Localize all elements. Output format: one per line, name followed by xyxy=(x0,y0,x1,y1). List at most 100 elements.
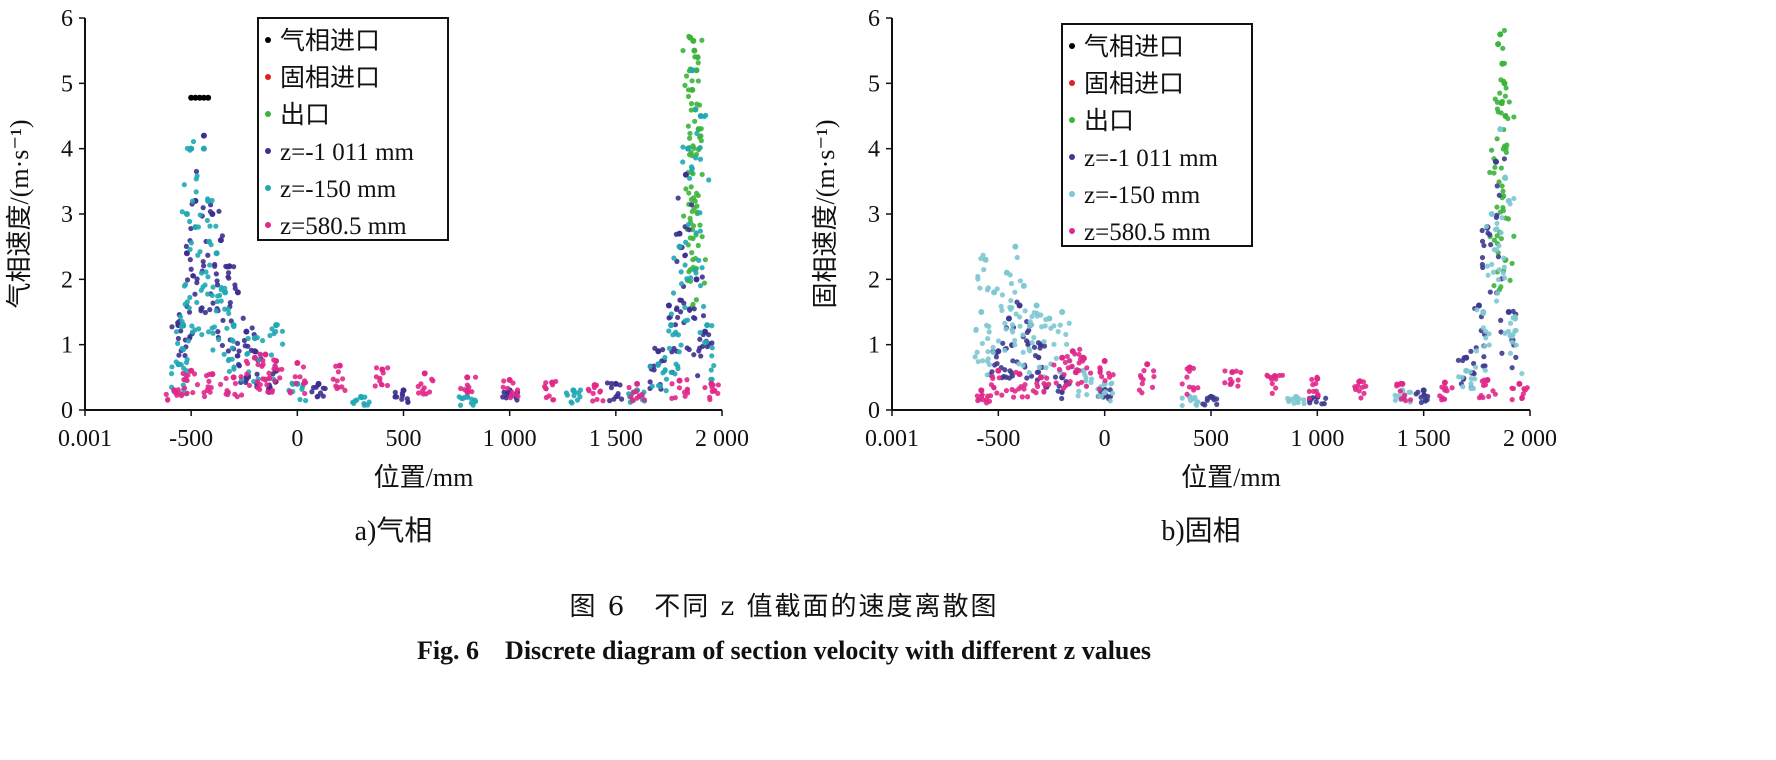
data-point xyxy=(1501,275,1508,281)
data-point xyxy=(1036,355,1042,361)
data-point xyxy=(181,385,188,391)
data-point xyxy=(163,391,169,397)
data-point xyxy=(468,396,475,402)
data-point xyxy=(1501,264,1507,270)
data-point xyxy=(550,397,557,403)
data-point xyxy=(225,306,231,312)
data-point xyxy=(1012,337,1018,344)
data-point xyxy=(1492,158,1499,165)
data-point xyxy=(1503,85,1509,91)
data-point xyxy=(266,375,273,381)
data-point xyxy=(1487,289,1493,295)
data-point xyxy=(691,145,697,151)
data-point xyxy=(697,156,704,162)
data-point xyxy=(225,389,231,395)
data-point xyxy=(698,126,704,132)
data-point xyxy=(231,323,237,330)
data-point xyxy=(1418,394,1424,400)
data-point xyxy=(1179,402,1185,409)
x-axis-label: 位置/mm xyxy=(374,463,474,492)
data-point xyxy=(187,246,193,252)
data-point xyxy=(594,396,600,403)
data-point xyxy=(1474,307,1480,313)
data-point xyxy=(1042,323,1048,329)
data-point xyxy=(1479,378,1485,384)
data-point xyxy=(1503,149,1509,155)
data-point xyxy=(180,370,186,377)
data-point xyxy=(1492,164,1498,170)
data-point xyxy=(194,299,200,306)
data-point xyxy=(192,94,199,101)
data-point xyxy=(1096,393,1102,399)
data-point xyxy=(1509,339,1515,345)
data-point xyxy=(708,376,714,382)
data-point xyxy=(1500,204,1506,211)
data-point xyxy=(182,281,189,288)
data-point xyxy=(669,395,675,401)
y-tick-label: 4 xyxy=(868,137,880,163)
data-point xyxy=(336,362,343,369)
data-point xyxy=(174,392,180,398)
data-point xyxy=(689,208,695,215)
data-point xyxy=(678,269,684,275)
data-point xyxy=(999,392,1005,398)
data-point xyxy=(1012,243,1019,250)
data-point xyxy=(981,267,987,273)
data-point xyxy=(1363,383,1369,389)
legend-marker xyxy=(265,111,271,117)
data-point xyxy=(680,159,686,165)
data-point xyxy=(1520,391,1526,397)
data-point xyxy=(214,282,221,288)
legend-marker xyxy=(1069,117,1075,123)
data-point xyxy=(207,223,213,229)
data-point xyxy=(1007,368,1013,374)
data-point xyxy=(1075,393,1081,399)
data-point xyxy=(1038,312,1044,318)
data-point xyxy=(205,291,211,297)
data-point xyxy=(1396,382,1402,388)
data-point xyxy=(634,380,641,387)
data-point xyxy=(1482,343,1488,349)
data-point xyxy=(670,332,676,338)
data-point xyxy=(1107,398,1113,404)
data-point xyxy=(464,389,470,395)
data-point xyxy=(215,293,221,299)
data-point xyxy=(181,182,187,188)
data-point xyxy=(694,130,700,136)
data-point xyxy=(1479,254,1486,261)
data-point xyxy=(462,394,468,400)
data-point xyxy=(608,385,615,391)
data-point xyxy=(373,374,379,380)
data-point xyxy=(224,264,230,270)
data-point xyxy=(1496,179,1502,185)
data-point xyxy=(186,305,192,311)
data-point xyxy=(1029,322,1035,328)
data-point xyxy=(663,388,669,394)
data-point xyxy=(985,349,991,355)
data-point xyxy=(1497,90,1503,96)
data-point xyxy=(1356,379,1362,385)
data-point xyxy=(694,203,700,209)
series-气相进口 xyxy=(188,94,212,101)
data-point xyxy=(379,382,385,388)
data-point xyxy=(301,380,307,386)
data-point xyxy=(188,266,194,272)
data-point xyxy=(673,231,679,237)
data-point xyxy=(975,358,981,365)
data-point xyxy=(244,371,250,377)
data-point xyxy=(1064,353,1070,360)
data-point xyxy=(194,280,200,286)
data-point xyxy=(354,397,360,403)
data-point xyxy=(990,344,996,350)
data-point xyxy=(607,398,613,404)
data-point xyxy=(500,394,506,400)
data-point xyxy=(995,367,1002,374)
data-point xyxy=(1184,391,1190,397)
data-point xyxy=(1010,394,1017,400)
data-point xyxy=(682,262,688,268)
data-point xyxy=(1313,388,1319,394)
data-point xyxy=(377,378,383,384)
data-point xyxy=(1020,362,1026,369)
data-point xyxy=(309,389,315,395)
data-point xyxy=(1497,126,1504,133)
